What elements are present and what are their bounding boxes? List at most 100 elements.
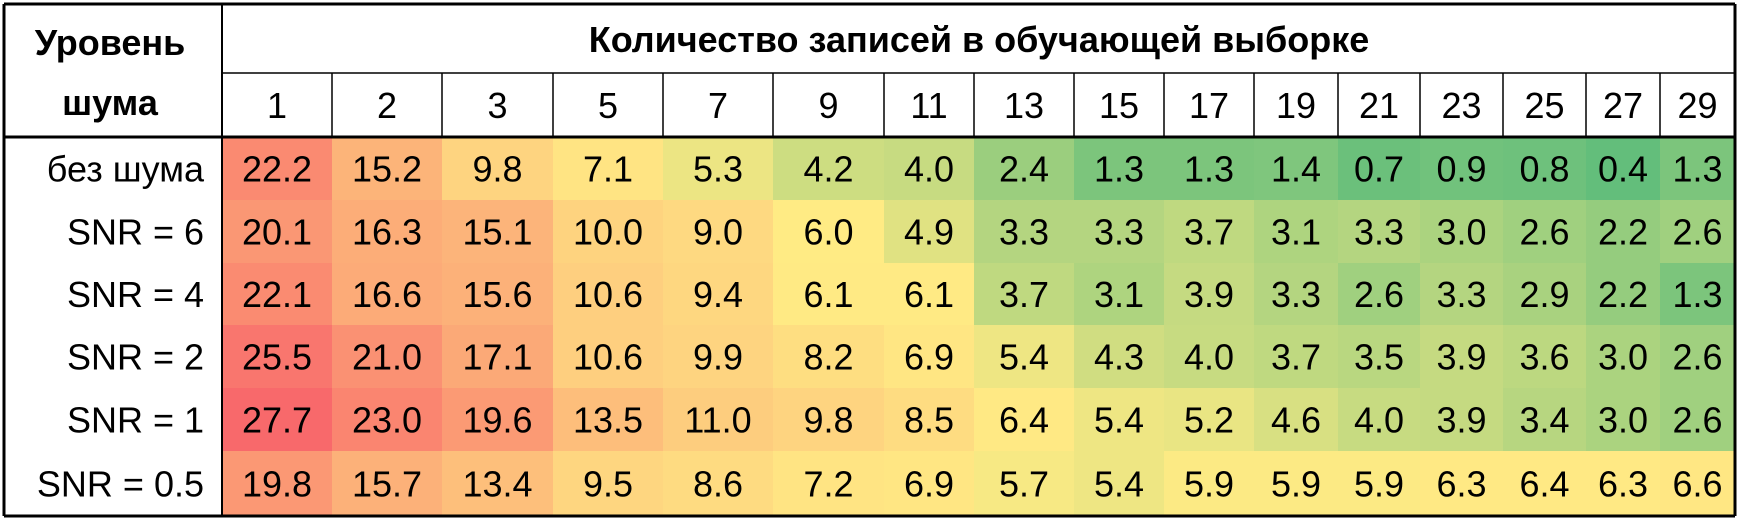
heatmap-cell <box>442 451 553 516</box>
cell-value: 10.6 <box>573 337 643 378</box>
heatmap-cell <box>773 451 884 516</box>
cell-value: 15.2 <box>352 149 422 190</box>
column-label: 3 <box>487 85 507 126</box>
cell-value: 22.2 <box>242 149 312 190</box>
column-label: 5 <box>598 85 618 126</box>
column-label: 13 <box>1004 85 1044 126</box>
cell-value: 2.6 <box>1519 212 1569 253</box>
cell-value: 6.3 <box>1598 464 1648 505</box>
cell-value: 15.7 <box>352 464 422 505</box>
cell-value: 6.0 <box>803 212 853 253</box>
cell-value: 2.2 <box>1598 212 1648 253</box>
row-label: SNR = 6 <box>67 212 204 253</box>
cell-value: 23.0 <box>352 400 422 441</box>
cell-value: 5.7 <box>999 464 1049 505</box>
cell-value: 3.1 <box>1271 212 1321 253</box>
heatmap-cell <box>974 451 1074 516</box>
heatmap-cell <box>442 263 553 325</box>
column-label: 2 <box>377 85 397 126</box>
heatmap-cell <box>1254 137 1338 200</box>
cell-value: 3.7 <box>1271 337 1321 378</box>
heatmap-cell <box>884 388 974 451</box>
heatmap-cell <box>1254 388 1338 451</box>
heatmap-cell <box>1338 137 1420 200</box>
heatmap-cell <box>222 200 332 263</box>
heatmap-cell <box>663 451 773 516</box>
heatmap-cell <box>442 137 553 200</box>
heatmap-cell <box>1503 388 1586 451</box>
cell-value: 5.3 <box>693 149 743 190</box>
heatmap-cell <box>332 200 442 263</box>
cell-value: 3.3 <box>1354 212 1404 253</box>
cell-value: 4.3 <box>1094 337 1144 378</box>
heatmap-cell <box>1338 263 1420 325</box>
cell-value: 3.7 <box>1184 212 1234 253</box>
row-label: SNR = 1 <box>67 400 204 441</box>
heatmap-cell <box>1164 325 1254 388</box>
cell-value: 19.8 <box>242 464 312 505</box>
heatmap-cell <box>663 137 773 200</box>
cell-value: 3.9 <box>1436 337 1486 378</box>
heatmap-cell <box>553 263 663 325</box>
cell-value: 9.9 <box>693 337 743 378</box>
row-header-line-1: Уровень <box>35 22 186 63</box>
heatmap-cell <box>1660 325 1735 388</box>
heatmap-cell <box>1164 451 1254 516</box>
heatmap-cell <box>332 137 442 200</box>
cell-value: 3.3 <box>1436 274 1486 315</box>
heatmap-cell <box>222 325 332 388</box>
cell-value: 2.2 <box>1598 274 1648 315</box>
row-label: без шума <box>47 149 205 190</box>
cell-value: 27.7 <box>242 400 312 441</box>
cell-value: 16.3 <box>352 212 422 253</box>
cell-value: 5.4 <box>999 337 1049 378</box>
heatmap-cell <box>442 325 553 388</box>
heatmap-cell <box>1660 451 1735 516</box>
heatmap-cell <box>773 325 884 388</box>
heatmap-cell <box>1503 200 1586 263</box>
cell-value: 8.6 <box>693 464 743 505</box>
column-header-title: Количество записей в обучающей выборке <box>589 19 1370 60</box>
cell-value: 7.2 <box>803 464 853 505</box>
cell-value: 16.6 <box>352 274 422 315</box>
column-label: 19 <box>1276 85 1316 126</box>
cell-value: 9.5 <box>583 464 633 505</box>
cell-value: 2.6 <box>1672 212 1722 253</box>
cell-value: 19.6 <box>462 400 532 441</box>
cell-value: 25.5 <box>242 337 312 378</box>
heatmap-cell <box>1164 388 1254 451</box>
heatmap-cell <box>1420 388 1503 451</box>
cell-value: 3.7 <box>999 274 1049 315</box>
heatmap-cell <box>663 263 773 325</box>
heatmap-cell <box>974 263 1074 325</box>
cell-value: 10.6 <box>573 274 643 315</box>
heatmap-cell <box>553 325 663 388</box>
cell-value: 4.0 <box>1354 400 1404 441</box>
heatmap-cell <box>1338 200 1420 263</box>
row-label: SNR = 2 <box>67 337 204 378</box>
heatmap-cell <box>1420 263 1503 325</box>
heatmap-cell <box>884 137 974 200</box>
cell-value: 1.3 <box>1094 149 1144 190</box>
row-header-line-2: шума <box>62 82 159 123</box>
cell-value: 0.8 <box>1519 149 1569 190</box>
heatmap-cell <box>553 451 663 516</box>
heatmap-cell <box>1074 263 1164 325</box>
cell-value: 8.2 <box>803 337 853 378</box>
heatmap-cell <box>1338 451 1420 516</box>
cell-value: 3.5 <box>1354 337 1404 378</box>
heatmap-cell <box>1338 388 1420 451</box>
heatmap-cell <box>1074 451 1164 516</box>
cell-value: 5.9 <box>1184 464 1234 505</box>
cell-value: 1.3 <box>1672 149 1722 190</box>
cell-value: 6.4 <box>999 400 1049 441</box>
heatmap-cell <box>1660 388 1735 451</box>
heatmap-cell <box>974 325 1074 388</box>
column-label: 11 <box>910 85 947 126</box>
cell-value: 6.1 <box>803 274 853 315</box>
cell-value: 10.0 <box>573 212 643 253</box>
cell-value: 22.1 <box>242 274 312 315</box>
row-label: SNR = 4 <box>67 274 204 315</box>
heatmap-cell <box>974 388 1074 451</box>
